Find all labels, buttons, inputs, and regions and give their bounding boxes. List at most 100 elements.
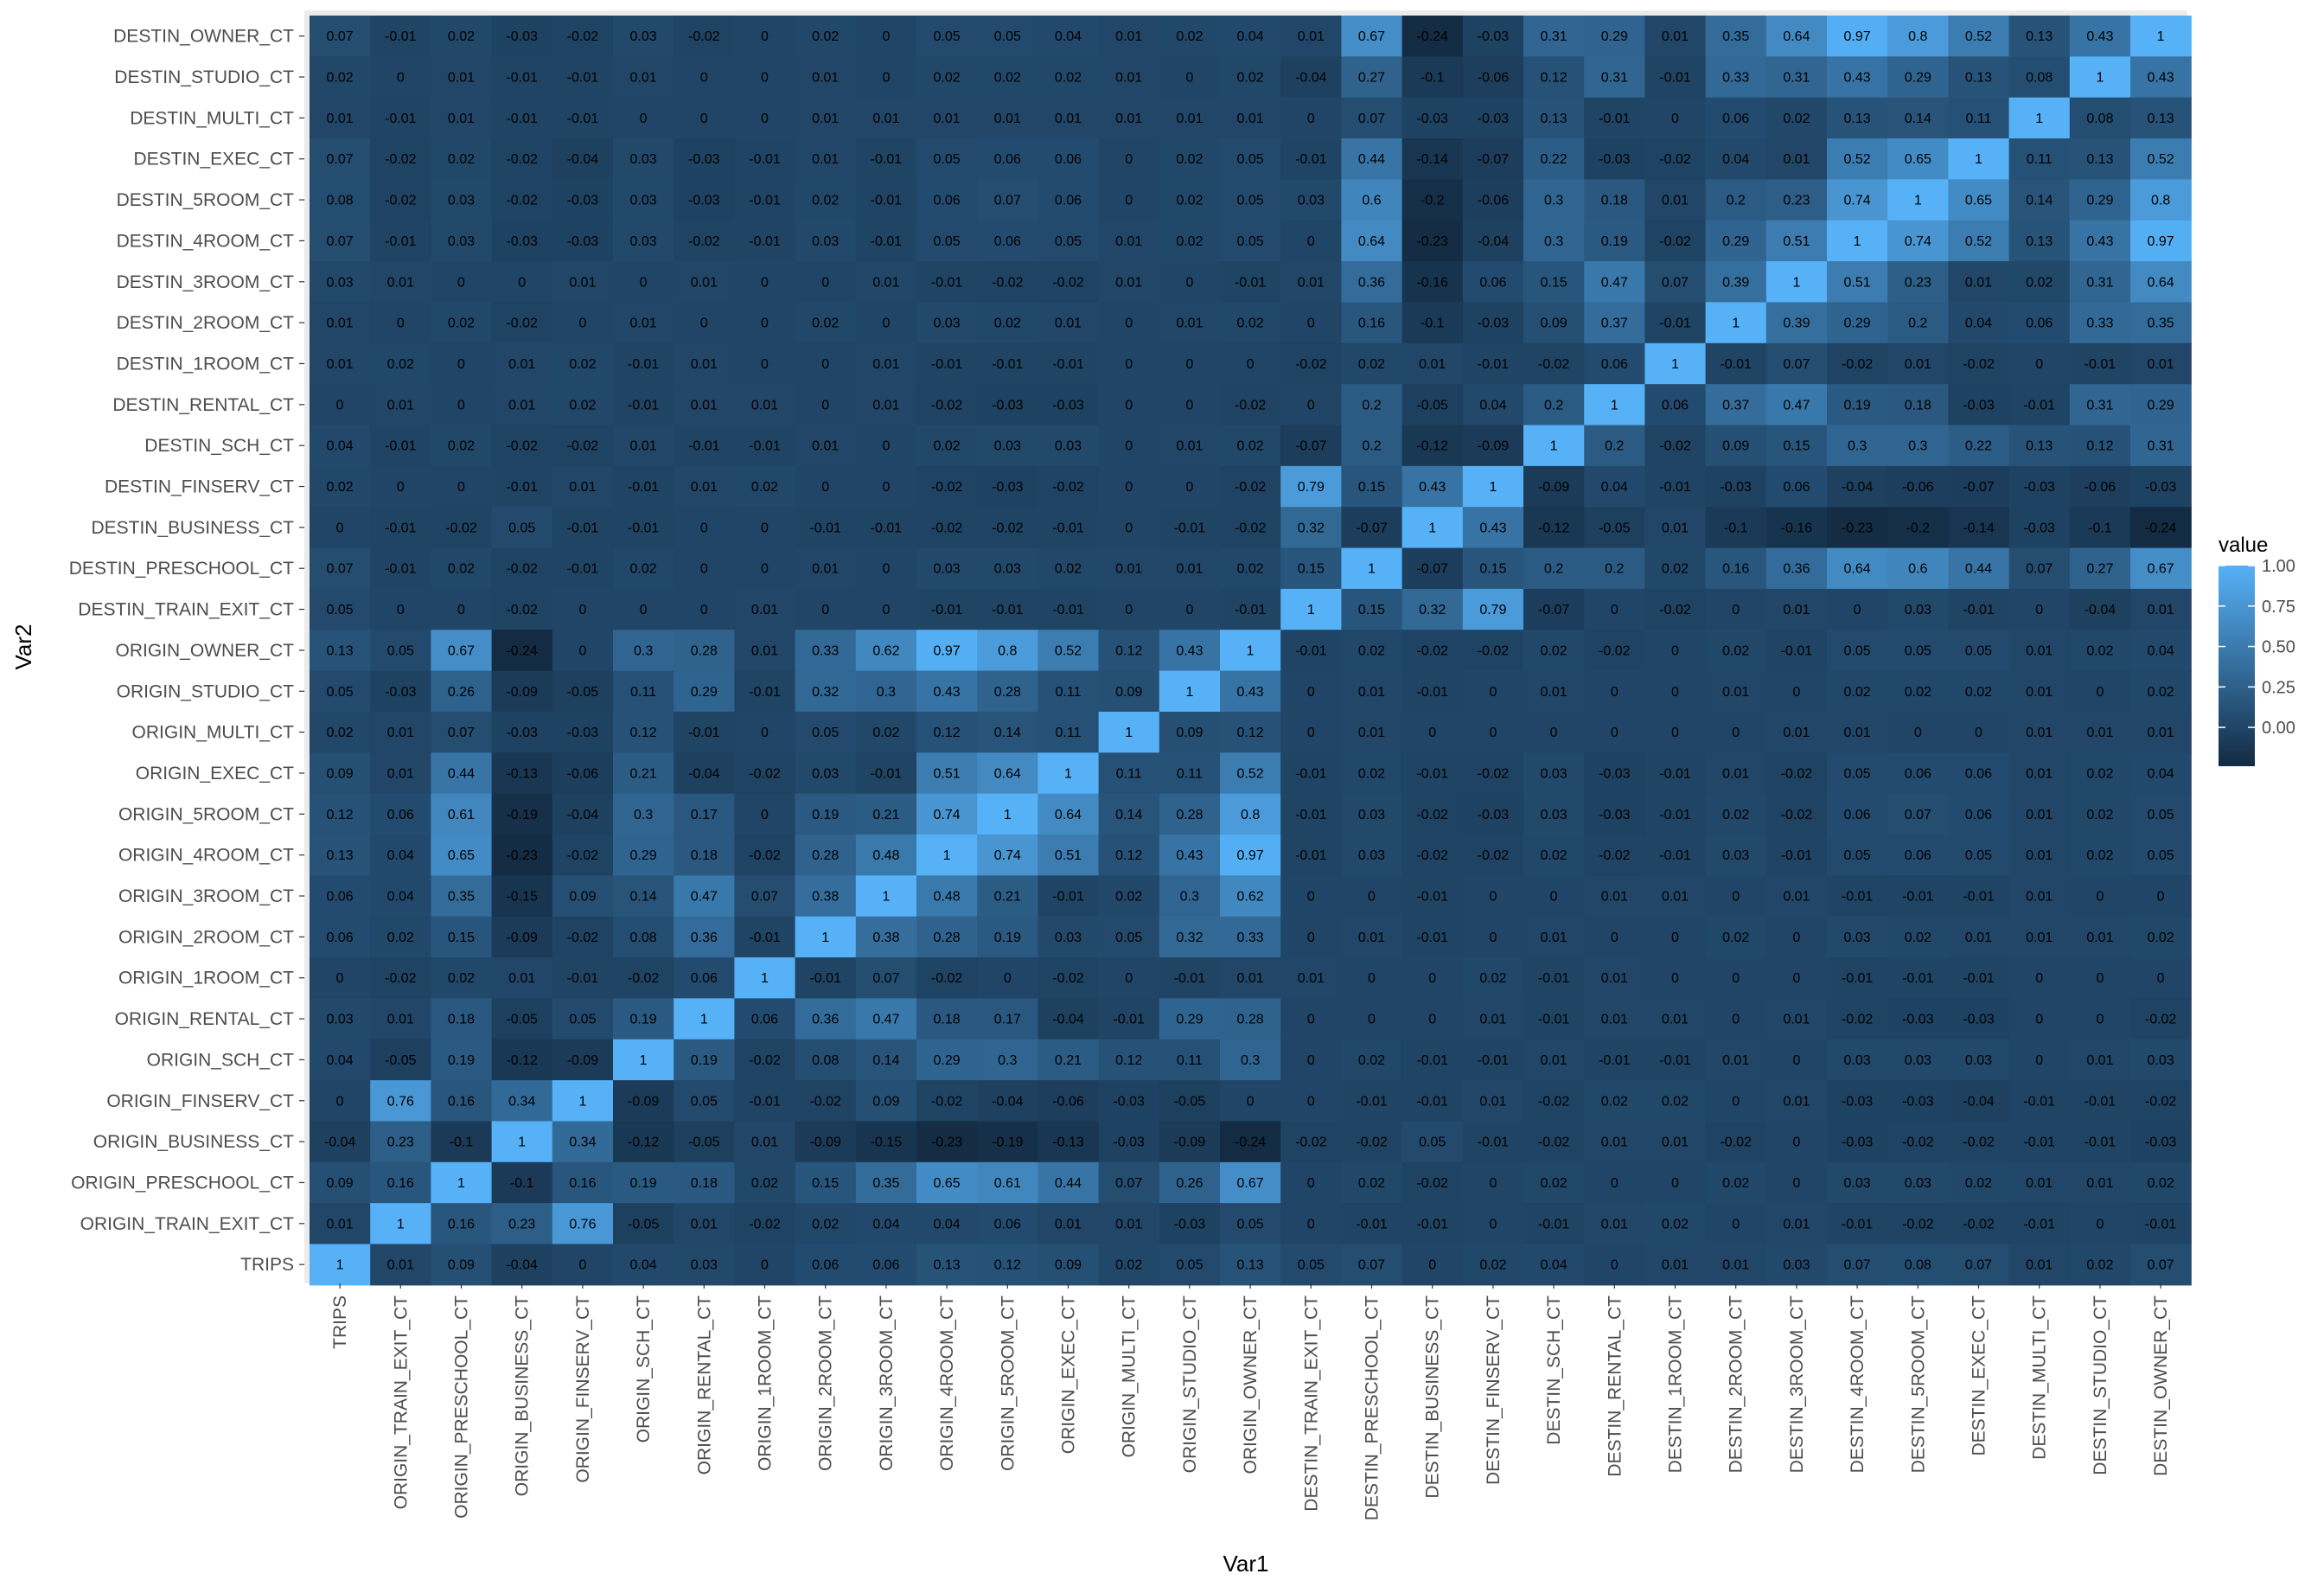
x-tick-label: DESTIN_1ROOM_CT bbox=[1666, 1295, 1686, 1474]
cell-label: -0.01 bbox=[1781, 848, 1813, 863]
heatmap-cell bbox=[1523, 752, 1585, 795]
heatmap-cell bbox=[1280, 630, 1342, 672]
heatmap-cell bbox=[855, 998, 917, 1040]
heatmap-cell bbox=[674, 875, 735, 918]
cell-label: 0 bbox=[1185, 71, 1193, 86]
heatmap-cell bbox=[1280, 957, 1342, 999]
heatmap-cell bbox=[2069, 507, 2131, 549]
heatmap-cell bbox=[1765, 302, 1828, 344]
heatmap-cell bbox=[1159, 138, 1221, 180]
heatmap-cell bbox=[1462, 1244, 1524, 1286]
heatmap-cell bbox=[1827, 1080, 1888, 1123]
heatmap-cell bbox=[1220, 998, 1281, 1040]
cell-label: 0.04 bbox=[2148, 766, 2174, 781]
heatmap-cell bbox=[1038, 957, 1100, 999]
heatmap-cell bbox=[1765, 507, 1828, 549]
heatmap-cell bbox=[1462, 384, 1524, 426]
heatmap-cell bbox=[916, 1161, 978, 1204]
heatmap-cell bbox=[1280, 793, 1342, 835]
heatmap-cell bbox=[1827, 957, 1888, 999]
heatmap-cell bbox=[1948, 179, 2010, 221]
heatmap-cell bbox=[1584, 97, 1645, 139]
heatmap-cell bbox=[1098, 97, 1160, 139]
heatmap-cell bbox=[1159, 425, 1221, 467]
cell-label: 0 bbox=[336, 398, 344, 413]
x-tick-label: DESTIN_SCH_CT bbox=[1544, 1295, 1564, 1445]
cell-label: -0.07 bbox=[1416, 562, 1448, 577]
cell-label: 0 bbox=[1125, 439, 1133, 454]
cell-label: -0.02 bbox=[385, 194, 417, 208]
heatmap-cell bbox=[1827, 1244, 1888, 1286]
heatmap-cell bbox=[613, 957, 674, 999]
heatmap-cell bbox=[1827, 1121, 1888, 1163]
cell-label: -0.03 bbox=[1478, 112, 1510, 126]
heatmap-cell bbox=[916, 752, 978, 795]
cell-label: 0.01 bbox=[2086, 1176, 2113, 1191]
cell-label: -0.09 bbox=[809, 1135, 841, 1150]
y-tick-label: DESTIN_1ROOM_CT bbox=[117, 354, 295, 374]
heatmap-cell bbox=[613, 220, 674, 262]
cell-label: 0.02 bbox=[2026, 275, 2053, 290]
y-axis-title: Var2 bbox=[10, 624, 36, 670]
cell-label: 0 bbox=[2157, 890, 2165, 905]
heatmap-cell bbox=[1705, 16, 1767, 57]
cell-label: 0.33 bbox=[1237, 931, 1264, 945]
cell-label: 0.08 bbox=[2026, 71, 2053, 86]
heatmap-cell bbox=[370, 138, 431, 180]
cell-label: 0.01 bbox=[1783, 1094, 1810, 1109]
cell-label: 0.13 bbox=[2086, 152, 2113, 167]
heatmap-cell bbox=[370, 588, 431, 630]
heatmap-cell bbox=[370, 875, 431, 918]
cell-label: -0.03 bbox=[506, 726, 538, 740]
heatmap-cell bbox=[1462, 711, 1524, 753]
heatmap-cell bbox=[1341, 97, 1403, 139]
heatmap-cell bbox=[855, 752, 917, 795]
heatmap-cell bbox=[1705, 342, 1767, 385]
cell-label: 0 bbox=[457, 398, 465, 413]
cell-label: -0.09 bbox=[567, 1053, 599, 1068]
cell-label: -0.01 bbox=[2085, 357, 2116, 372]
cell-label: 0.3 bbox=[1908, 439, 1927, 454]
cell-label: -0.02 bbox=[749, 1053, 781, 1068]
heatmap-cell bbox=[1038, 16, 1100, 57]
cell-label: 0.11 bbox=[1177, 1053, 1203, 1068]
cell-label: -0.01 bbox=[1538, 1217, 1570, 1231]
cell-label: 0 bbox=[700, 603, 708, 617]
heatmap-cell bbox=[1887, 916, 1949, 958]
cell-label: -0.02 bbox=[1235, 521, 1267, 535]
cell-label: 0.3 bbox=[1544, 234, 1563, 249]
heatmap-cell bbox=[2008, 220, 2071, 262]
cell-label: 0.35 bbox=[872, 1176, 899, 1191]
heatmap-cell bbox=[1523, 630, 1585, 672]
heatmap-cell bbox=[1159, 507, 1221, 549]
heatmap-cell bbox=[1644, 835, 1707, 876]
heatmap-cell bbox=[1584, 1203, 1645, 1245]
heatmap-cell bbox=[1948, 1161, 2010, 1204]
heatmap-cell bbox=[1280, 56, 1342, 99]
cell-label: 0.02 bbox=[2148, 685, 2174, 700]
heatmap-cell bbox=[1341, 261, 1403, 304]
heatmap-cell bbox=[1523, 1244, 1585, 1286]
cell-label: 0.02 bbox=[1176, 29, 1203, 44]
heatmap-cell bbox=[1038, 465, 1100, 508]
cell-label: 0.02 bbox=[1722, 1176, 1749, 1191]
heatmap-cell bbox=[370, 1121, 431, 1163]
cell-label: -0.01 bbox=[567, 71, 599, 86]
heatmap-cell bbox=[310, 793, 371, 835]
legend: value 1.000.750.500.250.00 bbox=[2219, 534, 2295, 766]
y-tick-label: ORIGIN_4ROOM_CT bbox=[118, 846, 294, 866]
cell-label: 0.02 bbox=[1905, 931, 1931, 945]
cell-label: 0.02 bbox=[1358, 1053, 1385, 1068]
heatmap-cell bbox=[2130, 1161, 2192, 1204]
heatmap-cell bbox=[310, 875, 371, 918]
heatmap-cell bbox=[2008, 752, 2071, 795]
cell-label: -0.02 bbox=[1416, 808, 1448, 822]
cell-label: 0 bbox=[2096, 890, 2104, 905]
heatmap-cell bbox=[1584, 1080, 1645, 1123]
cell-label: 0.13 bbox=[2148, 112, 2174, 126]
heatmap-cell bbox=[1887, 56, 1949, 99]
heatmap-cell bbox=[1038, 261, 1100, 304]
cell-label: -0.02 bbox=[1659, 439, 1691, 454]
heatmap-cell bbox=[674, 998, 735, 1040]
heatmap-cell bbox=[1705, 138, 1767, 180]
